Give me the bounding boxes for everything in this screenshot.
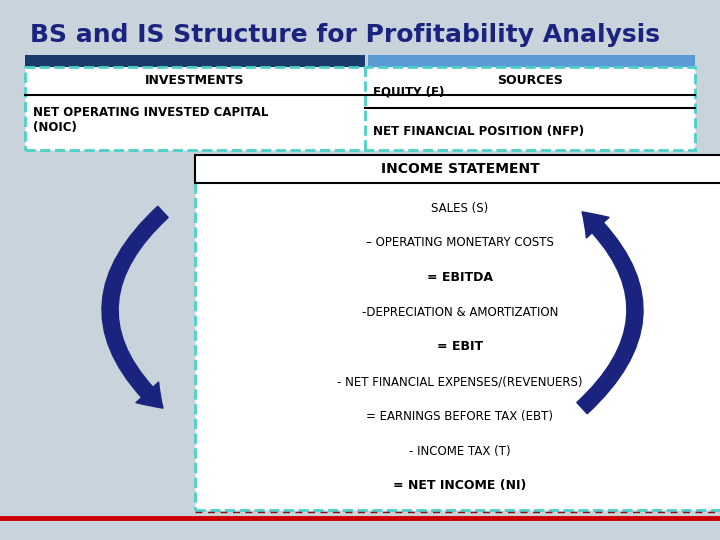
Text: = EBITDA: = EBITDA: [427, 271, 493, 284]
Text: - INCOME TAX (T): - INCOME TAX (T): [409, 444, 510, 457]
Bar: [25, 55, 365, 67]
Text: SOURCES: SOURCES: [497, 75, 563, 87]
Text: -DEPRECIATION & AMORTIZATION: -DEPRECIATION & AMORTIZATION: [362, 306, 558, 319]
Bar: [195, 155, 720, 510]
Bar: [195, 155, 720, 183]
FancyArrowPatch shape: [577, 212, 643, 414]
FancyArrowPatch shape: [102, 206, 168, 408]
Text: SALES (S): SALES (S): [431, 202, 489, 215]
Text: INCOME STATEMENT: INCOME STATEMENT: [381, 162, 539, 176]
Text: = EBIT: = EBIT: [437, 341, 483, 354]
Text: = NET INCOME (NI): = NET INCOME (NI): [393, 479, 527, 492]
Text: – OPERATING MONETARY COSTS: – OPERATING MONETARY COSTS: [366, 237, 554, 249]
Text: NET OPERATING INVESTED CAPITAL
(NOIC): NET OPERATING INVESTED CAPITAL (NOIC): [33, 106, 269, 134]
Text: - NET FINANCIAL EXPENSES/(REVENUERS): - NET FINANCIAL EXPENSES/(REVENUERS): [337, 375, 582, 388]
Text: EQUITY (E): EQUITY (E): [373, 85, 444, 98]
Bar: [25, 67, 695, 150]
Text: INVESTMENTS: INVESTMENTS: [145, 75, 245, 87]
Text: = EARNINGS BEFORE TAX (EBT): = EARNINGS BEFORE TAX (EBT): [366, 410, 554, 423]
Bar: [368, 55, 695, 67]
Text: BS and IS Structure for Profitability Analysis: BS and IS Structure for Profitability An…: [30, 23, 660, 47]
Text: NET FINANCIAL POSITION (NFP): NET FINANCIAL POSITION (NFP): [373, 125, 584, 138]
